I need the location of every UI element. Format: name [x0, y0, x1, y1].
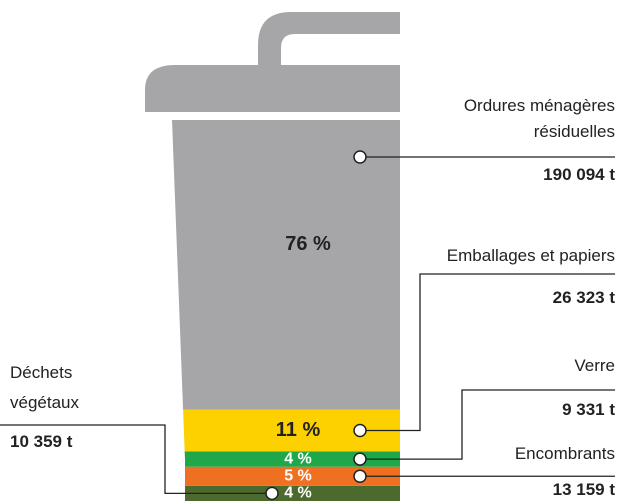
- tonnage-label: 10 359 t: [10, 432, 73, 451]
- category-label: Ordures ménagères résiduelles: [463, 96, 615, 141]
- percent-label: 4 %: [284, 450, 312, 467]
- percent-label: 11 %: [276, 419, 321, 441]
- tonnage-label: 190 094 t: [543, 165, 615, 184]
- marker: [353, 452, 367, 466]
- category-label: Emballages et papiers: [446, 246, 615, 265]
- percent-label: 76 %: [285, 233, 331, 255]
- tonnage-label: 13 159 t: [552, 480, 615, 499]
- category-label: Verre: [574, 356, 615, 375]
- segment: [172, 120, 400, 410]
- marker: [265, 486, 279, 501]
- category-label: Déchets végétaux: [10, 363, 79, 412]
- tonnage-label: 9 331 t: [562, 400, 615, 419]
- percent-label: 4 %: [284, 485, 312, 501]
- marker: [353, 423, 367, 438]
- leader-line: [366, 389, 615, 460]
- handle: [258, 12, 400, 100]
- percent-label: 5 %: [284, 467, 312, 484]
- marker: [353, 150, 367, 164]
- marker: [353, 469, 367, 483]
- leader-line: [0, 424, 266, 495]
- tonnage-label: 26 323 t: [552, 288, 615, 307]
- lid: [145, 65, 400, 112]
- segment: [172, 451, 400, 467]
- segment: [172, 466, 400, 486]
- segment: [172, 485, 400, 501]
- category-label: Encombrants: [514, 444, 615, 463]
- leader-line: [366, 273, 615, 432]
